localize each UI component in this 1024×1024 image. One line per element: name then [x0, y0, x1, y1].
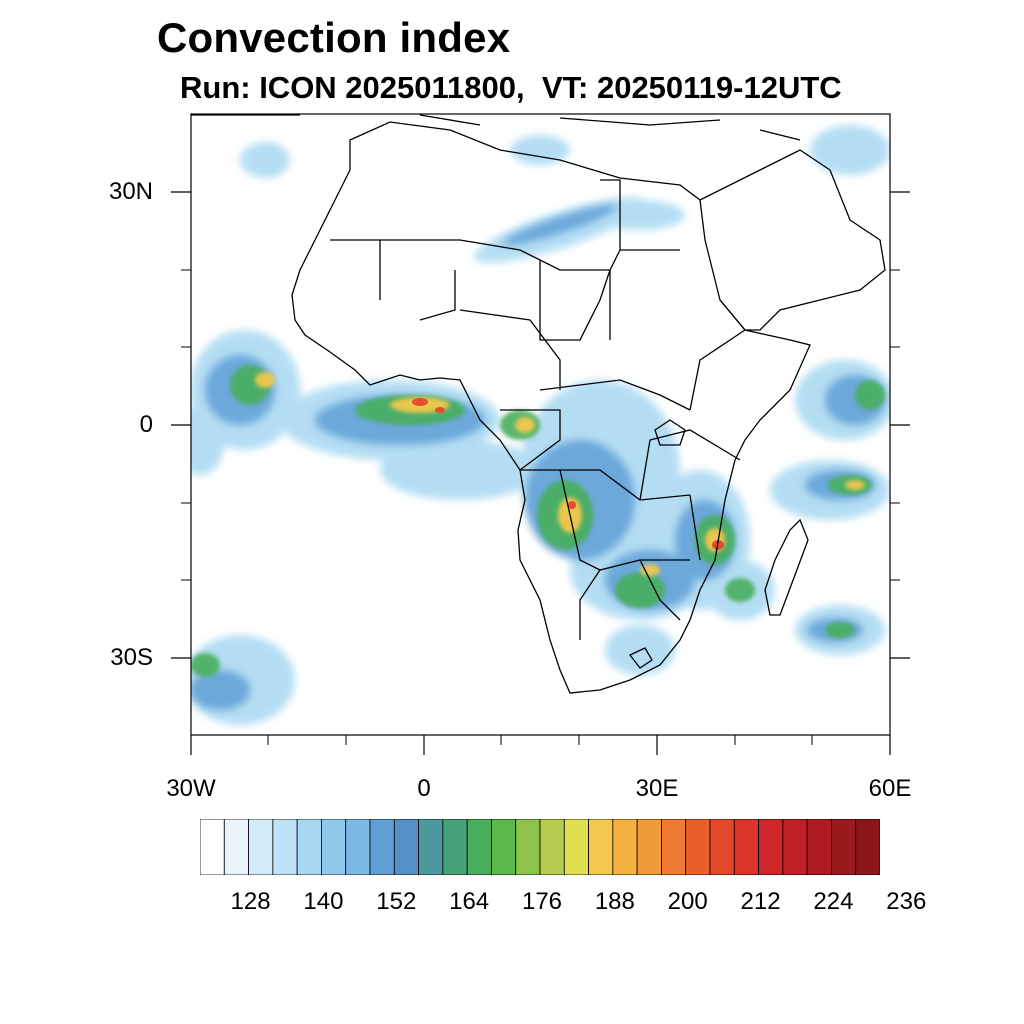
y-tick-label-30n: 30N: [108, 178, 153, 205]
colorbar-box: [831, 819, 857, 875]
colorbar-box: [685, 819, 711, 875]
x-tick-label-0: 0: [417, 775, 431, 802]
colorbar-box: [248, 819, 274, 875]
colorbar-box: [612, 819, 638, 875]
chart-title: Convection index: [157, 14, 511, 61]
arabia-coastline: [699, 149, 886, 331]
lake-victoria: [654, 419, 686, 446]
colorbar-box: [515, 819, 541, 875]
colorbar-label: 176: [521, 888, 563, 915]
coastlines: [191, 114, 886, 694]
colorbar-box: [709, 819, 735, 875]
colorbar-box: [758, 819, 784, 875]
colorbar-box: [733, 819, 759, 875]
convection-field: [191, 125, 890, 725]
madagascar-coastline: [764, 518, 809, 616]
y-tick-label-30s: 30S: [110, 644, 153, 671]
colorbar-box: [855, 819, 880, 875]
colorbar-label: 152: [376, 888, 417, 915]
africa-coastline: [291, 121, 811, 694]
colorbar-box: [321, 819, 347, 875]
y-tick-label-0: 0: [139, 411, 153, 438]
colorbar-box: [393, 819, 419, 875]
colorbar-label: 188: [594, 888, 635, 915]
axis-ticks: [171, 191, 910, 755]
colorbar-label: 212: [740, 888, 781, 915]
colorbar: [200, 819, 880, 875]
axis-minor-ticks: [181, 269, 900, 745]
lesotho: [628, 647, 653, 669]
colorbar-box: [539, 819, 565, 875]
colorbar-box: [466, 819, 492, 875]
x-tick-label-60e: 60E: [868, 775, 912, 802]
x-tick-label-30e: 30E: [635, 775, 679, 802]
colorbar-label: 140: [303, 888, 344, 915]
colorbar-label: 200: [667, 888, 708, 915]
europe-coastline: [191, 114, 801, 141]
colorbar-box: [563, 819, 589, 875]
chart-subtitle: Run: ICON 2025011800, VT: 20250119-12UTC: [180, 70, 842, 105]
colorbar-box: [223, 819, 249, 875]
colorbar-box: [588, 819, 614, 875]
colorbar-label: 236: [886, 888, 927, 915]
colorbar-box: [491, 819, 517, 875]
colorbar-box: [369, 819, 395, 875]
colorbar-box: [442, 819, 468, 875]
colorbar-label: 164: [449, 888, 490, 915]
colorbar-label: 224: [813, 888, 854, 915]
colorbar-box: [296, 819, 322, 875]
colorbar-box: [345, 819, 371, 875]
colorbar-box: [661, 819, 687, 875]
colorbar-box: [636, 819, 662, 875]
country-borders: [330, 179, 746, 640]
colorbar-label: 128: [230, 888, 271, 915]
colorbar-box: [272, 819, 298, 875]
colorbar-box: [782, 819, 808, 875]
colorbar-box: [418, 819, 444, 875]
x-tick-label-30w: 30W: [166, 775, 216, 802]
colorbar-box: [806, 819, 832, 875]
colorbar-box: [200, 819, 225, 875]
